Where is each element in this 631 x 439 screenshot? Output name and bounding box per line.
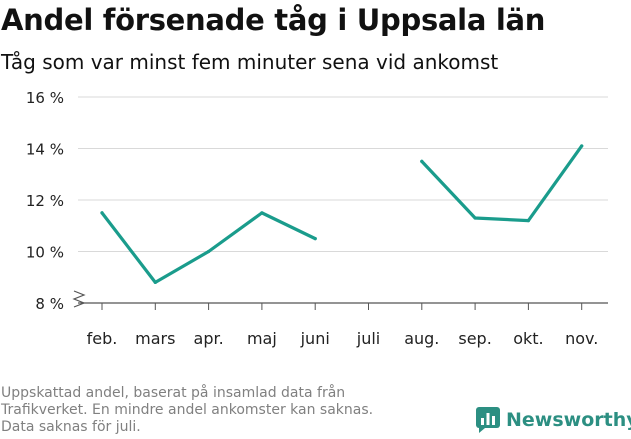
data-point [260,211,264,215]
x-tick-label: mars [135,329,175,348]
data-point [100,211,104,215]
x-tick-label: juli [356,329,380,348]
footnote-line: Trafikverket. En mindre andel ankomster … [1,402,374,418]
data-series [100,144,584,284]
data-point [526,219,531,223]
y-tick-label: 14 % [26,141,64,159]
x-tick-label: aug. [404,329,439,348]
x-tick-label: juni [300,329,330,348]
series-line-segment [100,211,317,284]
x-tick-label: feb. [87,329,118,348]
footnote-line: Data saknas för juli. [1,419,141,435]
brand-label: Newsworthy [506,409,631,431]
gridlines [72,96,608,308]
chart-title: Andel försenade tåg i Uppsala län [1,3,546,37]
y-tick-label: 10 % [26,244,64,262]
x-tick-label: sep. [458,329,491,348]
x-axis-ticks: feb. mars apr. maj juni juli aug. sep. okt. nov. [87,303,598,348]
series-line-segment [420,144,584,223]
axis-break-marker [72,290,86,308]
data-point [313,237,317,241]
chart-subtitle: Tåg som var minst fem minuter sena vid a… [1,50,499,74]
x-tick-label: maj [247,329,277,348]
data-point [207,249,211,254]
bar-chart-logo-icon [476,407,500,433]
footnote-line: Uppskattad andel, baserat på insamlad da… [1,385,346,401]
y-tick-label: 12 % [26,192,64,210]
x-tick-label: okt. [513,329,543,348]
footnote: Uppskattad andel, baserat på insamlad da… [1,385,373,436]
y-tick-label: 8 % [35,295,64,313]
newsworthy-logo: Newsworthy [476,407,631,433]
data-point [473,216,477,220]
y-tick-label: 16 % [26,89,64,107]
data-point [420,159,424,163]
x-tick-label: nov. [565,329,598,348]
y-axis-ticks: 8 % 10 % 12 % 14 % 16 % [26,89,64,313]
x-tick-label: apr. [194,329,224,348]
data-point [153,280,157,284]
data-point [580,144,584,148]
